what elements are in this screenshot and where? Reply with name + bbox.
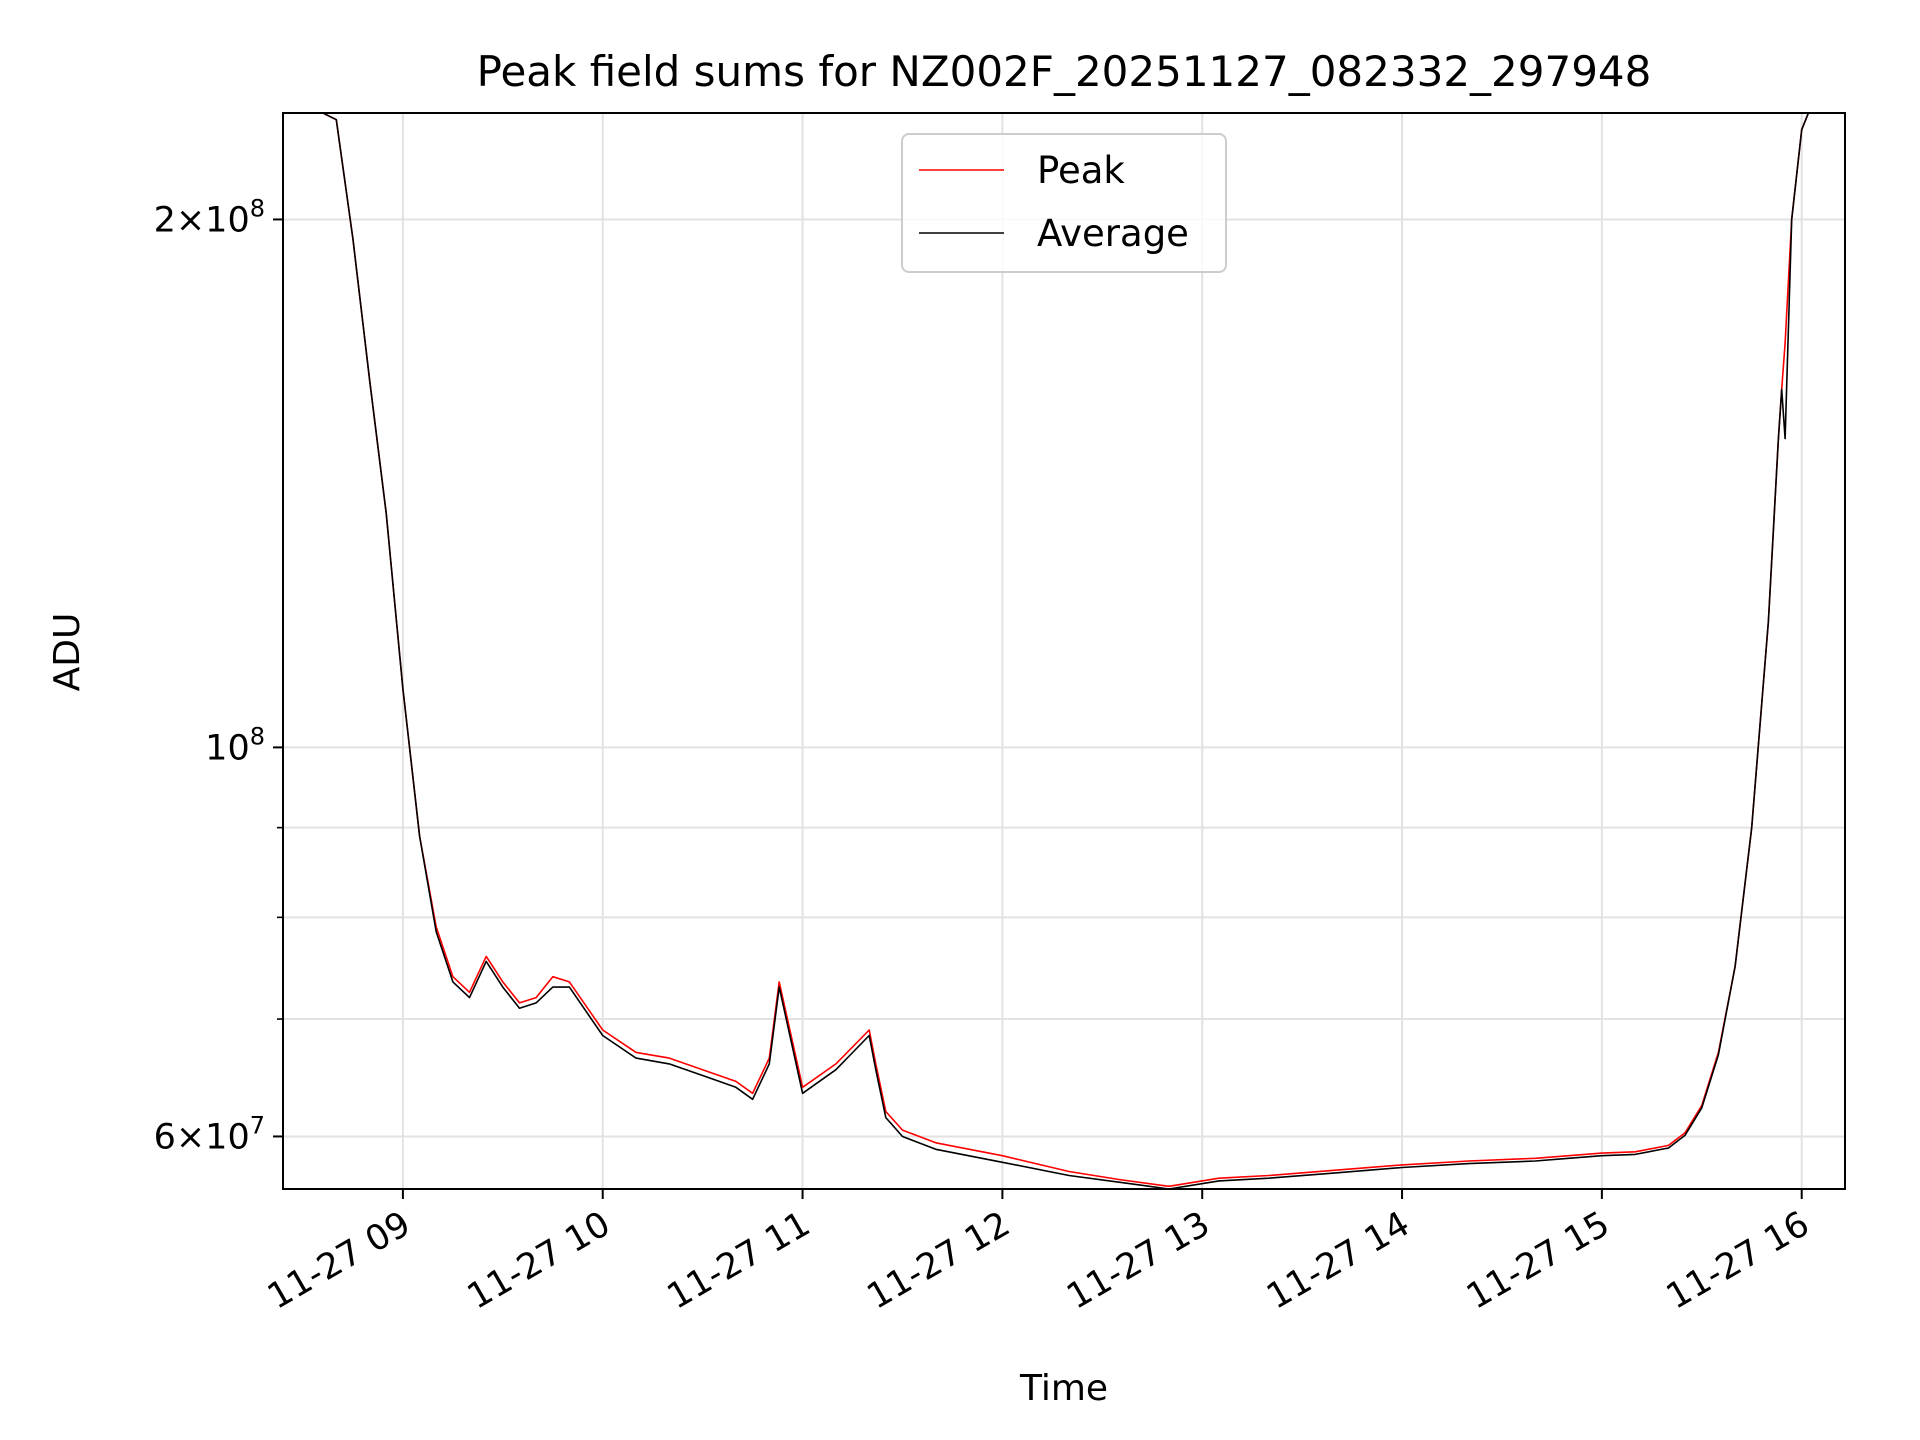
y-axis-label: ADU [47, 613, 88, 692]
x-axis-label: Time [1019, 1368, 1108, 1409]
legend-box [901, 133, 1227, 273]
plot-series [322, 113, 1845, 1189]
legend: Peak Average [901, 133, 1227, 273]
legend-label-average: Average [1037, 212, 1189, 255]
chart-title: Peak field sums for NZ002F_20251127_0823… [477, 47, 1652, 96]
plot-frame [282, 112, 1846, 1190]
legend-label-peak: Peak [1037, 149, 1125, 192]
y-tick-label: 6×107 [154, 1111, 265, 1157]
y-tick-label: 2×108 [154, 194, 265, 240]
y-tick-label: 108 [205, 722, 265, 768]
series-line-average [322, 113, 1845, 1189]
